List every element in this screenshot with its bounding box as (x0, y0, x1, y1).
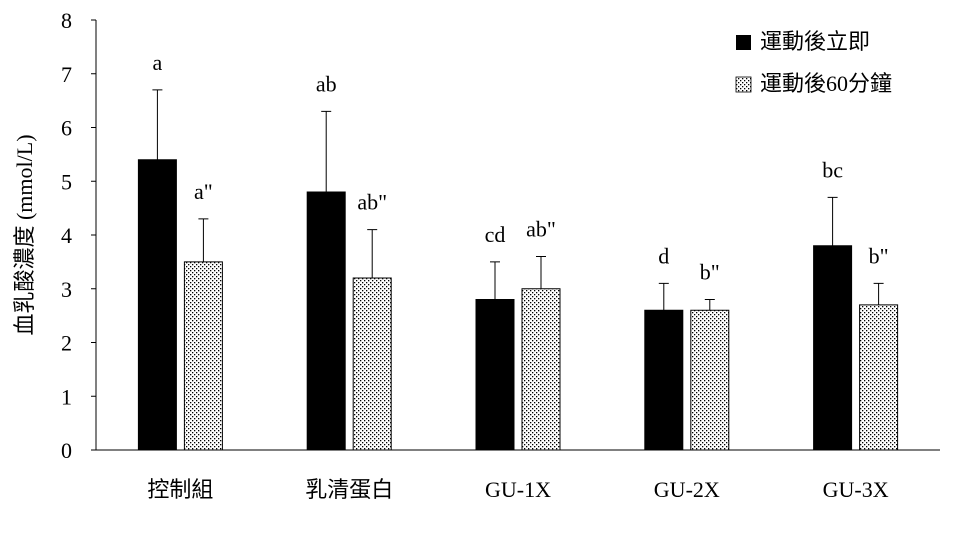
significance-label: ab (316, 71, 337, 96)
significance-label: ab" (526, 217, 556, 242)
bars (137, 159, 899, 451)
y-tick-label: 0 (61, 438, 72, 463)
significance-label: ab" (357, 190, 387, 215)
legend-label-immediate: 運動後立即 (760, 29, 870, 54)
y-tick-label: 7 (61, 62, 72, 87)
bar-60min (521, 288, 561, 451)
bar-60min (352, 277, 392, 451)
significance-label: a (153, 50, 163, 75)
category-label: 控制組 (147, 477, 213, 502)
category-label: GU-3X (823, 477, 889, 502)
bar-immediate (137, 159, 177, 451)
y-tick-label: 6 (61, 116, 72, 141)
category-labels: 控制組 乳清蛋白 GU-1X GU-2X GU-3X (147, 477, 888, 502)
bar-immediate (644, 309, 684, 451)
significance-label: a" (194, 179, 213, 204)
y-tick-label: 8 (61, 8, 72, 33)
bar-immediate (813, 245, 853, 451)
legend-swatch-60min (735, 76, 752, 93)
y-tick-label: 1 (61, 384, 72, 409)
significance-label: b" (869, 243, 889, 268)
bar-immediate (306, 191, 346, 451)
y-tick-label: 3 (61, 277, 72, 302)
legend-swatch-immediate (736, 35, 751, 50)
significance-label: cd (485, 222, 506, 247)
error-bars (152, 89, 884, 311)
legend-label-60min: 運動後60分鐘 (760, 71, 892, 96)
significance-label: d (658, 243, 669, 268)
bar-60min (859, 304, 899, 451)
bar-60min (183, 261, 223, 451)
legend: 運動後立即 運動後60分鐘 (735, 29, 892, 96)
category-label: 乳清蛋白 (305, 477, 393, 502)
y-tick-labels: 0 1 2 3 4 5 6 7 8 (61, 8, 96, 463)
category-label: GU-1X (485, 477, 551, 502)
significance-labels: a a" ab ab" cd ab" d b" bc b" (153, 50, 889, 285)
y-tick-label: 4 (61, 223, 72, 248)
significance-label: bc (822, 157, 843, 182)
y-tick-label: 2 (61, 331, 72, 356)
category-label: GU-2X (654, 477, 720, 502)
y-axis-label: 血乳酸濃度 (mmol/L) (12, 134, 37, 335)
bar-immediate (475, 299, 515, 451)
bar-60min (690, 309, 730, 451)
y-tick-label: 5 (61, 169, 72, 194)
significance-label: b" (700, 260, 720, 285)
